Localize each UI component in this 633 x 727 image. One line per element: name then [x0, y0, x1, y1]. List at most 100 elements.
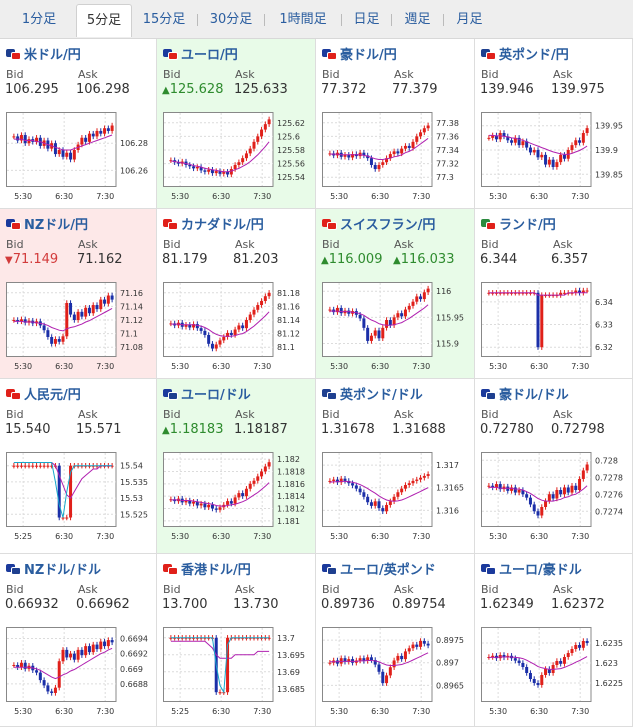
pair-title[interactable]: 人民元/円 [6, 384, 81, 404]
pair-title[interactable]: 英ポンド/ドル [322, 384, 423, 404]
price-chart[interactable]: 81.18 81.16 81.14 81.12 81.1 5:30 6:30 7:30 [163, 282, 311, 372]
pair-cell[interactable]: ユーロ/円 Bid Ask ▲125.628 125.633 125.62 125.6 125… [157, 39, 316, 209]
candle-body [388, 501, 392, 505]
pair-title[interactable]: 豪ドル/円 [322, 44, 397, 64]
bid-value: ▲1.18183 [162, 422, 223, 437]
pair-title[interactable]: スイスフラン/円 [322, 214, 435, 234]
ask-value: ▲116.033 [393, 252, 454, 267]
price-chart[interactable]: 0.728 0.7278 0.7276 0.7274 5:30 6:30 7:30 [481, 452, 629, 542]
y-tick-label: 81.18 [277, 289, 300, 298]
pair-cell[interactable]: 英ポンド/ドル Bid Ask 1.31678 1.31688 1.317 1.3165 1.… [316, 379, 475, 554]
pair-title[interactable]: ユーロ/英ポンド [322, 559, 436, 579]
price-chart[interactable]: 71.16 71.14 71.12 71.1 71.08 5:30 6:30 7:30 [6, 282, 154, 372]
price-chart[interactable]: 0.6694 0.6692 0.669 0.6688 5:30 6:30 7:30 [6, 627, 154, 717]
candle-body [578, 140, 582, 143]
pair-cell[interactable]: カナダドル/円 Bid Ask 81.179 81.203 81.18 81.16 81.14… [157, 209, 316, 379]
candle-body [203, 170, 207, 172]
price-chart[interactable]: 106.28 106.26 5:30 6:30 7:30 [6, 112, 154, 202]
pair-cell[interactable]: ユーロ/ドル Bid Ask ▲1.18183 1.18187 1.182 1.1818 1.… [157, 379, 316, 554]
y-tick-label: 0.6694 [120, 635, 148, 644]
candle-body [581, 290, 585, 293]
candle-body [491, 135, 495, 138]
chart-svg: 116 115.95 115.9 5:30 6:30 7:30 [322, 282, 464, 371]
price-chart[interactable]: 1.6235 1.623 1.6225 5:30 6:30 7:30 [481, 627, 629, 717]
ask-label: Ask [553, 408, 573, 421]
candle-body [169, 160, 173, 162]
y-tick-label: 81.14 [277, 316, 300, 325]
candle-body [80, 465, 84, 467]
pair-cell[interactable]: ユーロ/豪ドル Bid Ask 1.62349 1.62372 1.6235 1.623 1.… [475, 554, 633, 727]
pair-title[interactable]: ユーロ/円 [163, 44, 238, 64]
price-chart[interactable]: 6.34 6.33 6.32 5:30 6:30 7:30 [481, 282, 629, 372]
bid-price: 1.62349 [480, 597, 534, 612]
pair-cell[interactable]: 英ポンド/円 Bid Ask 139.946 139.975 139.95 139.9 139… [475, 39, 633, 209]
pair-cell[interactable]: 豪ドル/ドル Bid Ask 0.72780 0.72798 0.728 0.7278 0.7… [475, 379, 633, 554]
price-chart[interactable]: 116 115.95 115.9 5:30 6:30 7:30 [322, 282, 470, 372]
candle-body [214, 508, 218, 510]
pair-title[interactable]: 米ドル/円 [6, 44, 81, 64]
bid-label: Bid [163, 238, 181, 251]
price-chart[interactable]: 139.95 139.9 139.85 5:30 6:30 7:30 [481, 112, 629, 202]
price-chart[interactable]: 0.8975 0.897 0.8965 5:30 6:30 7:30 [322, 627, 470, 717]
pair-title[interactable]: 英ポンド/円 [481, 44, 569, 64]
pair-cell[interactable]: 人民元/円 Bid Ask 15.540 15.571 15.54 15.535 15.53 1… [0, 379, 157, 554]
candle-body [559, 490, 563, 495]
candle-body [419, 640, 423, 647]
candle-body [38, 465, 42, 467]
pair-cell[interactable]: スイスフラン/円 Bid Ask ▲116.009 ▲116.033 116 115.95 1… [316, 209, 475, 379]
pair-title[interactable]: ユーロ/豪ドル [481, 559, 582, 579]
tab-1[interactable]: 1分足 [21, 12, 57, 27]
ask-label: Ask [235, 408, 255, 421]
bid-value: 139.946 [480, 82, 534, 97]
pair-title[interactable]: カナダドル/円 [163, 214, 264, 234]
candle-body [562, 154, 566, 159]
tab-6[interactable]: 日足 [353, 12, 380, 27]
pair-title[interactable]: 豪ドル/ドル [481, 384, 569, 404]
pair-cell[interactable]: NZドル/円 Bid Ask ▼71.149 71.162 71.16 71.14 71.12… [0, 209, 157, 379]
candle-body [373, 164, 377, 170]
moving-average-line [488, 134, 588, 155]
price-chart[interactable]: 1.317 1.3165 1.316 5:30 6:30 7:30 [322, 452, 470, 542]
pair-title[interactable]: 香港ドル/円 [163, 559, 251, 579]
pair-cell[interactable]: 豪ドル/円 Bid Ask 77.372 77.379 77.38 77.36 77.34 77… [316, 39, 475, 209]
candle-body [426, 125, 430, 129]
price-chart[interactable]: 15.54 15.535 15.53 15.525 5:25 6:30 7:30 [6, 452, 154, 542]
pair-title[interactable]: NZドル/円 [6, 214, 88, 234]
price-chart[interactable]: 125.62 125.6 125.58 125.56 125.54 5:30 6:30 7:3… [163, 112, 311, 202]
x-tick-label: 6:30 [212, 532, 230, 541]
price-chart[interactable]: 77.38 77.36 77.34 77.32 77.3 5:30 6:30 7:30 [322, 112, 470, 202]
y-tick-label: 13.685 [277, 685, 305, 694]
pair-cell[interactable]: NZドル/ドル Bid Ask 0.66932 0.66962 0.6694 0.6692 0… [0, 554, 157, 727]
candle-body [415, 296, 419, 302]
pair-cell[interactable]: 香港ドル/円 Bid Ask 13.700 13.730 13.7 13.695 13.69 1… [157, 554, 316, 727]
moving-average-line [488, 292, 588, 296]
y-tick-label: 6.32 [595, 343, 613, 352]
candle-body [229, 501, 233, 504]
tab-8[interactable]: 月足 [456, 12, 483, 27]
candle-body [76, 649, 80, 660]
pair-name: ユーロ/円 [181, 48, 238, 63]
pair-cell[interactable]: ユーロ/英ポンド Bid Ask 0.89736 0.89754 0.8975 0.897 0… [316, 554, 475, 727]
tab-3[interactable]: 15分足 [142, 12, 186, 27]
pair-title[interactable]: NZドル/ドル [6, 559, 101, 579]
candle-body [241, 158, 245, 163]
pair-title[interactable]: ランド/円 [481, 214, 556, 234]
tab-2[interactable]: 5分足 [76, 4, 132, 37]
pair-cell[interactable]: 米ドル/円 Bid Ask 106.295 106.298 106.28 106.26 5:3… [0, 39, 157, 209]
flag-icon [6, 219, 21, 230]
ask-value: 6.357 [551, 252, 588, 267]
price-chart[interactable]: 1.182 1.1818 1.1816 1.1814 1.1812 1.181 5:30 6:… [163, 452, 311, 542]
chart-svg: 125.62 125.6 125.58 125.56 125.54 5:30 6:30 7:3… [163, 112, 305, 201]
tab-4[interactable]: 30分足 [209, 12, 253, 27]
pair-title[interactable]: ユーロ/ドル [163, 384, 251, 404]
candle-body [53, 143, 57, 155]
candle-body [362, 658, 366, 661]
tab-5[interactable]: 1時間足 [279, 12, 327, 27]
pair-cell[interactable]: ランド/円 Bid Ask 6.344 6.357 6.34 6.33 6.32 5:30 6:3… [475, 209, 633, 379]
candle-body [195, 167, 199, 169]
candle-body [207, 504, 211, 508]
candle-body [244, 488, 248, 497]
price-chart[interactable]: 13.7 13.695 13.69 13.685 5:25 6:30 7:30 [163, 627, 311, 717]
tab-7[interactable]: 週足 [404, 12, 431, 27]
candle-body [487, 292, 491, 294]
